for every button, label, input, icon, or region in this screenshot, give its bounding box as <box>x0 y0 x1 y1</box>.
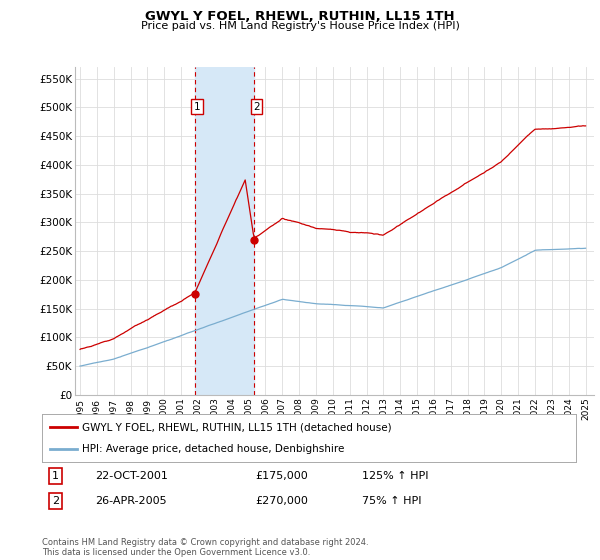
Bar <box>195 67 254 395</box>
Text: HPI: Average price, detached house, Denbighshire: HPI: Average price, detached house, Denb… <box>82 444 344 454</box>
Text: GWYL Y FOEL, RHEWL, RUTHIN, LL15 1TH: GWYL Y FOEL, RHEWL, RUTHIN, LL15 1TH <box>145 10 455 23</box>
Text: 1: 1 <box>52 471 59 481</box>
Text: 26-APR-2005: 26-APR-2005 <box>95 496 167 506</box>
Text: £175,000: £175,000 <box>256 471 308 481</box>
Text: 75% ↑ HPI: 75% ↑ HPI <box>362 496 422 506</box>
Text: 2: 2 <box>253 101 260 111</box>
Text: Price paid vs. HM Land Registry's House Price Index (HPI): Price paid vs. HM Land Registry's House … <box>140 21 460 31</box>
Text: £270,000: £270,000 <box>256 496 308 506</box>
Text: 1: 1 <box>194 101 200 111</box>
Text: GWYL Y FOEL, RHEWL, RUTHIN, LL15 1TH (detached house): GWYL Y FOEL, RHEWL, RUTHIN, LL15 1TH (de… <box>82 422 392 432</box>
Text: Contains HM Land Registry data © Crown copyright and database right 2024.
This d: Contains HM Land Registry data © Crown c… <box>42 538 368 557</box>
Text: 22-OCT-2001: 22-OCT-2001 <box>95 471 168 481</box>
Text: 125% ↑ HPI: 125% ↑ HPI <box>362 471 429 481</box>
Text: 2: 2 <box>52 496 59 506</box>
